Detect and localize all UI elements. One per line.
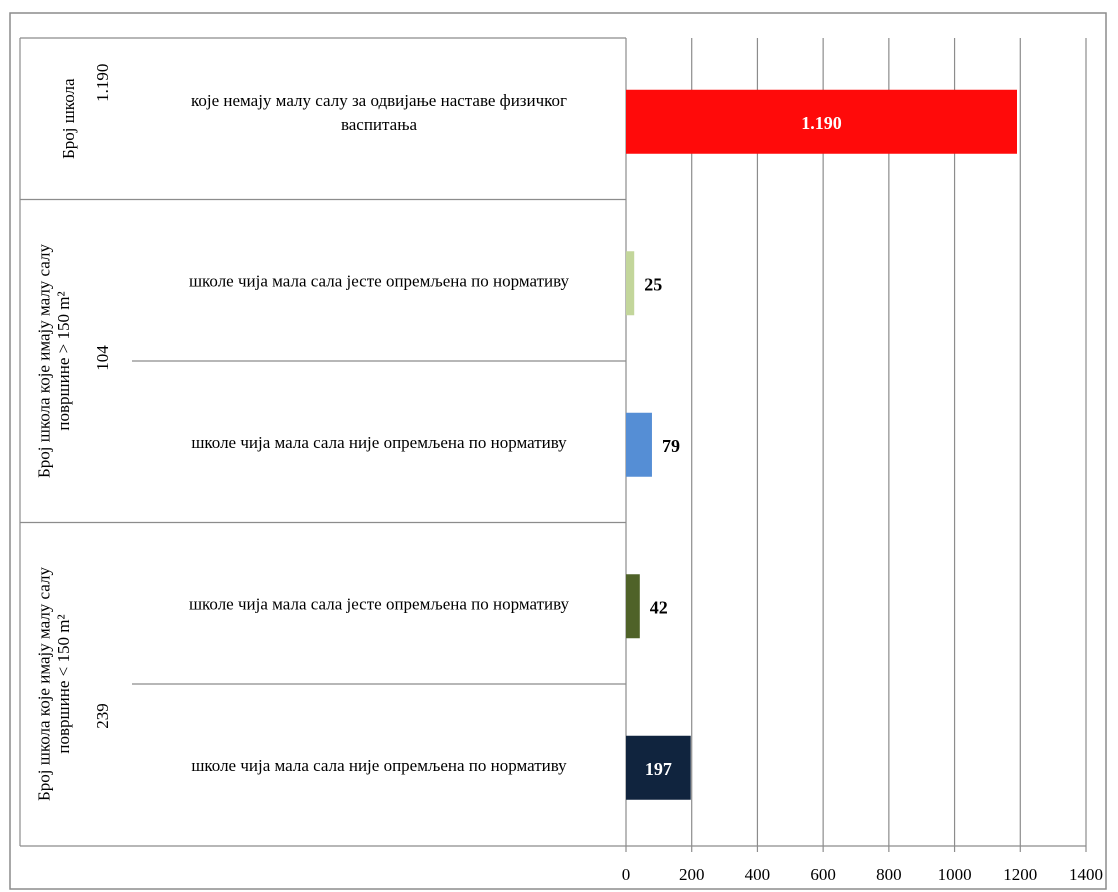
category-label-3: школе чија мала сала јесте опремљена по … — [189, 594, 570, 613]
group-count-1: 104 — [93, 345, 112, 371]
group-label-0: Број школа — [59, 78, 78, 159]
category-label-4: школе чија мала сала није опремљена по н… — [191, 756, 567, 775]
group-label-line: површине > 150 m² — [54, 291, 73, 430]
x-tick-label-3: 600 — [810, 865, 836, 884]
bar-4 — [626, 735, 691, 800]
category-label-2: школе чија мала сала није опремљена по н… — [191, 433, 567, 452]
group-label-line: Број школа које имају малу салу — [34, 244, 53, 478]
bars — [626, 89, 1017, 800]
bar-2 — [626, 412, 652, 477]
group-count-0: 1.190 — [93, 64, 112, 102]
chart-frame — [9, 12, 1107, 890]
group-label-2: Број школа које имају малу салуповршине … — [34, 567, 73, 801]
group-label-line: површине < 150 m² — [54, 614, 73, 753]
category-label-line: које немају малу салу за одвијање настав… — [191, 91, 567, 110]
x-tick-label-5: 1000 — [938, 865, 972, 884]
x-tick-label-1: 200 — [679, 865, 705, 884]
bar-0 — [626, 89, 1017, 154]
group-label-1: Број школа које имају малу салуповршине … — [34, 244, 73, 478]
category-table — [19, 37, 626, 846]
data-label-1: 25 — [644, 274, 662, 294]
x-tick-label-6: 1200 — [1003, 865, 1037, 884]
bar-1 — [626, 251, 635, 316]
group-count-2: 239 — [93, 703, 112, 729]
x-tick-label-2: 400 — [745, 865, 771, 884]
group-label-line: Број школа — [59, 78, 78, 159]
x-tick-label-7: 1400 — [1069, 865, 1103, 884]
category-label-line: васпитања — [341, 115, 418, 134]
x-tick-label-4: 800 — [876, 865, 902, 884]
labels: 0 200 400 600 800 1000 1200 1400 Број школа 1.190… — [34, 64, 1103, 884]
group-label-line: Број школа које имају малу салу — [34, 567, 53, 801]
data-label-3: 42 — [650, 597, 668, 617]
category-label-1: школе чија мала сала јесте опремљена по … — [189, 271, 570, 290]
category-label-0: које немају малу салу за одвијање настав… — [191, 91, 567, 134]
x-tick-label-0: 0 — [622, 865, 631, 884]
data-label-4: 197 — [645, 759, 672, 779]
data-label-2: 79 — [662, 436, 680, 456]
bar-3 — [626, 574, 640, 639]
data-label-0: 1.190 — [801, 113, 842, 133]
gridlines — [20, 38, 1087, 852]
